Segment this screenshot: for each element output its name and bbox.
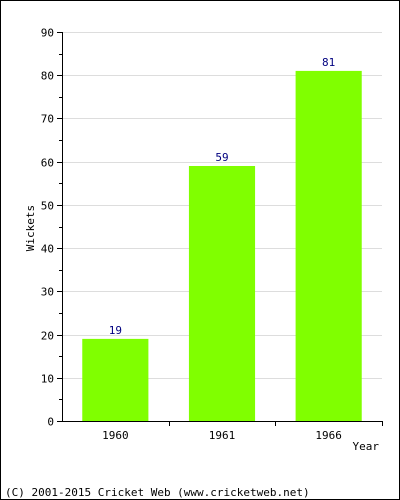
footer-copyright: (C) 2001-2015 Cricket Web (www.cricketwe… [5,486,310,499]
y-tick-label: 50 [41,200,54,213]
bars-layer [82,70,362,422]
labels-layer: 0 10 20 30 40 50 60 70 80 90 19 1960 59 1961 81 1966 [41,27,342,443]
y-tick-label: 90 [41,27,54,40]
bar [188,165,256,421]
data-label: 59 [215,151,228,164]
axes-layer [57,32,383,426]
bar [295,70,362,422]
x-tick-label: 1961 [209,429,236,442]
y-tick-label: 0 [47,416,54,429]
x-axis-title: Year [353,440,380,453]
bar [82,338,149,421]
x-tick-label: 1960 [102,429,129,442]
y-tick-label: 80 [41,70,54,83]
data-label: 81 [322,56,335,69]
y-tick-label: 30 [41,286,54,299]
y-tick-label: 10 [41,373,54,386]
y-tick-label: 20 [41,330,54,343]
y-tick-label: 40 [41,243,54,256]
y-tick-label: 60 [41,157,54,170]
data-label: 19 [109,324,122,337]
y-tick-label: 70 [41,113,54,126]
x-tick-label: 1966 [315,429,342,442]
y-axis-title: Wickets [24,205,37,251]
